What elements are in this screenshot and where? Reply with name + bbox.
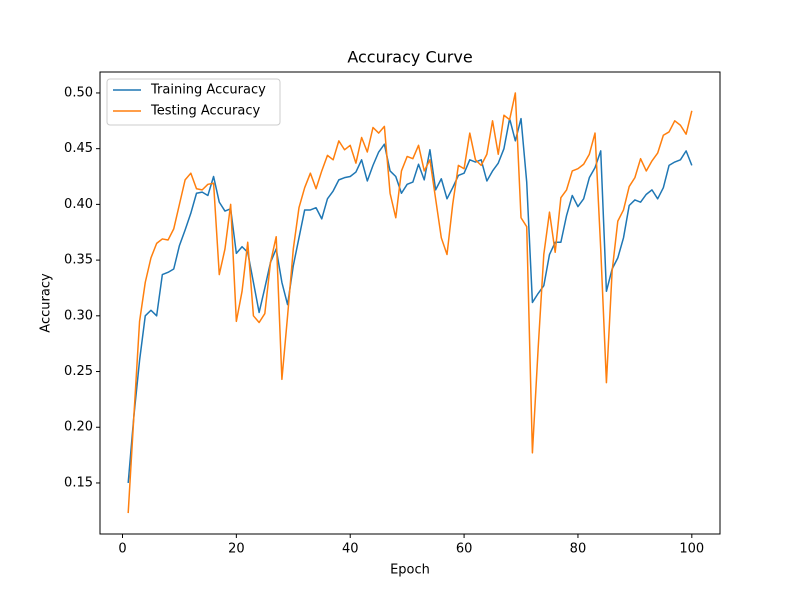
y-axis-label: Accuracy — [39, 273, 54, 333]
x-tick-label: 0 — [118, 542, 126, 557]
y-tick-label: 0.40 — [64, 197, 93, 212]
x-tick-label: 60 — [456, 542, 473, 557]
series-line — [127, 92, 693, 514]
y-tick-label: 0.45 — [64, 141, 93, 156]
legend: Training Accuracy Testing Accuracy — [106, 78, 281, 126]
x-tick-label: 80 — [570, 542, 587, 557]
x-tick-label: 40 — [342, 542, 359, 557]
y-tick-label: 0.20 — [64, 420, 93, 435]
x-axis-label: Epoch — [390, 563, 430, 578]
chart-title: Accuracy Curve — [347, 48, 472, 67]
legend-box — [106, 78, 281, 126]
y-tick-label: 0.30 — [64, 308, 93, 323]
y-tick-label: 0.50 — [64, 85, 93, 100]
series-line — [127, 117, 693, 484]
y-tick-label: 0.15 — [64, 475, 93, 490]
axes-frame — [99, 71, 721, 535]
plot-area — [127, 92, 693, 514]
x-tick-label: 100 — [679, 542, 704, 557]
legend-label: Training Accuracy — [150, 83, 266, 98]
y-tick-label: 0.25 — [64, 364, 93, 379]
x-tick-label: 20 — [228, 542, 245, 557]
legend-label: Testing Accuracy — [150, 104, 260, 119]
y-tick-label: 0.35 — [64, 253, 93, 268]
